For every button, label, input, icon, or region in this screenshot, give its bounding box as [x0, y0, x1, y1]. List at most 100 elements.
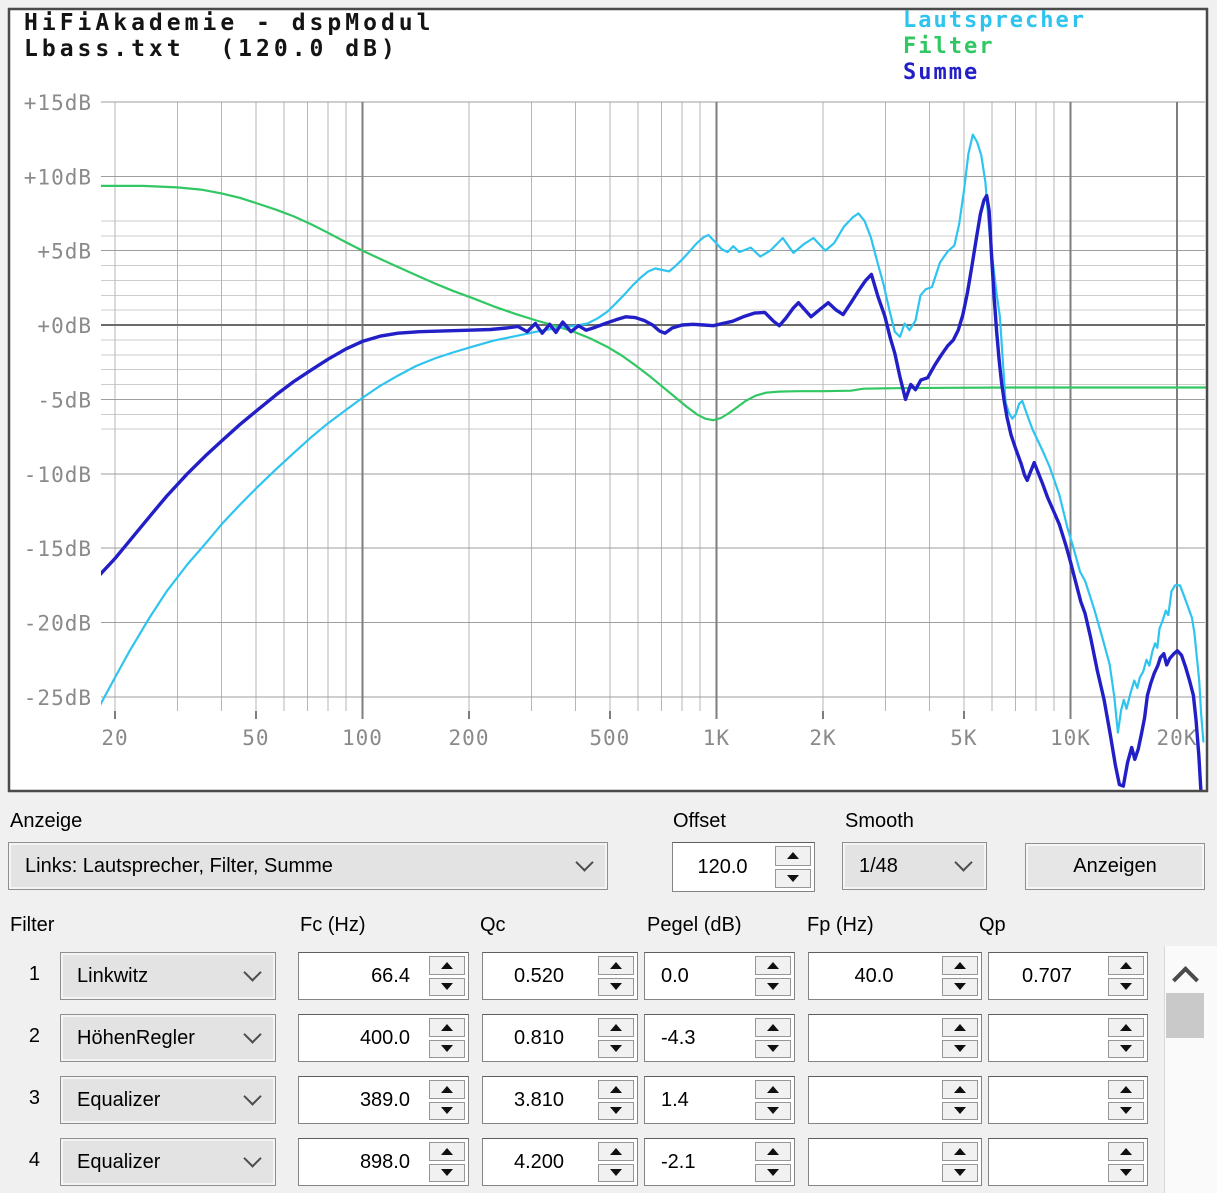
- spin-up-button[interactable]: [1108, 1142, 1144, 1161]
- spin-up-button[interactable]: [1108, 1080, 1144, 1099]
- filter-type-dropdown[interactable]: HöhenRegler: [60, 1014, 276, 1062]
- spinner-buttons: [1105, 953, 1147, 999]
- pegel-stepper[interactable]: -4.3: [644, 1014, 795, 1062]
- spin-down-button[interactable]: [1108, 1039, 1144, 1058]
- spin-up-button[interactable]: [755, 1142, 791, 1161]
- scrollbar-track[interactable]: [1164, 946, 1217, 1193]
- qp-stepper[interactable]: 0.707: [988, 952, 1148, 1000]
- arrow-up-icon: [441, 961, 453, 969]
- spin-up-button[interactable]: [1108, 1018, 1144, 1037]
- spin-up-button[interactable]: [755, 956, 791, 975]
- spin-up-button[interactable]: [942, 1018, 978, 1037]
- fp-stepper[interactable]: 40.0: [808, 952, 982, 1000]
- spin-up-button[interactable]: [942, 1142, 978, 1161]
- pegel-stepper[interactable]: -2.1: [644, 1138, 795, 1186]
- chevron-down-icon: [954, 853, 973, 872]
- qc-stepper[interactable]: 0.520: [482, 952, 638, 1000]
- fc-stepper[interactable]: 389.0: [298, 1076, 469, 1124]
- spin-down-button[interactable]: [1108, 1163, 1144, 1182]
- spin-down-button[interactable]: [429, 1101, 465, 1120]
- spin-up-button[interactable]: [755, 1018, 791, 1037]
- arrow-down-icon: [441, 983, 453, 991]
- qc-stepper[interactable]: 0.810: [482, 1014, 638, 1062]
- anzeigen-button[interactable]: Anzeigen: [1025, 843, 1205, 890]
- spin-down-button[interactable]: [598, 1163, 634, 1182]
- legend-summe: Summe: [903, 60, 980, 85]
- chart-panel: +15dB +10dB +5dB +0dB -5dB -10dB -15dB -20dB -25…: [7, 7, 1209, 793]
- spin-up-button[interactable]: [598, 1080, 634, 1099]
- x-axis-label: 2K: [809, 726, 836, 750]
- chevron-down-icon: [243, 1087, 262, 1106]
- spin-up-button[interactable]: [942, 1080, 978, 1099]
- chevron-down-icon: [243, 1149, 262, 1168]
- spin-up-button[interactable]: [942, 956, 978, 975]
- spinner-buttons: [752, 1077, 794, 1123]
- arrow-down-icon: [610, 983, 622, 991]
- spin-down-button[interactable]: [775, 868, 811, 888]
- curve-lautsprecher: [101, 133, 1205, 743]
- spin-up-button[interactable]: [598, 1142, 634, 1161]
- filter-row-number: 1: [28, 963, 40, 985]
- fp-stepper[interactable]: [808, 1014, 982, 1062]
- spin-down-button[interactable]: [755, 1163, 791, 1182]
- spin-down-button[interactable]: [1108, 977, 1144, 996]
- fc-stepper[interactable]: 400.0: [298, 1014, 469, 1062]
- pegel-stepper[interactable]: 1.4: [644, 1076, 795, 1124]
- qp-stepper[interactable]: [988, 1076, 1148, 1124]
- legend-filter: Filter: [903, 34, 995, 59]
- smooth-dropdown-value: 1/48: [859, 854, 898, 877]
- qc-value: 4.200: [513, 1150, 565, 1173]
- arrow-up-icon: [441, 1085, 453, 1093]
- spinner-buttons: [595, 1077, 637, 1123]
- scrollbar-thumb[interactable]: [1166, 993, 1204, 1038]
- smooth-dropdown[interactable]: 1/48: [842, 842, 987, 890]
- spin-down-button[interactable]: [942, 1101, 978, 1120]
- spin-up-button[interactable]: [429, 1080, 465, 1099]
- filter-type-value: HöhenRegler: [77, 1026, 195, 1049]
- arrow-up-icon: [610, 961, 622, 969]
- offset-stepper[interactable]: 120.0: [672, 842, 815, 892]
- qp-value: [989, 1077, 1105, 1123]
- anzeige-dropdown[interactable]: Links: Lautsprecher, Filter, Summe: [8, 842, 608, 890]
- spin-up-button[interactable]: [775, 846, 811, 866]
- spin-down-button[interactable]: [598, 977, 634, 996]
- spin-down-button[interactable]: [429, 1039, 465, 1058]
- qp-stepper[interactable]: [988, 1138, 1148, 1186]
- spin-down-button[interactable]: [755, 1101, 791, 1120]
- pegel-stepper[interactable]: 0.0: [644, 952, 795, 1000]
- spin-down-button[interactable]: [429, 1163, 465, 1182]
- spin-up-button[interactable]: [598, 1018, 634, 1037]
- qc-stepper[interactable]: 4.200: [482, 1138, 638, 1186]
- filter-type-dropdown[interactable]: Equalizer: [60, 1076, 276, 1124]
- fc-stepper[interactable]: 66.4: [298, 952, 469, 1000]
- x-axis-label: 200: [449, 726, 490, 750]
- arrow-up-icon: [954, 1023, 966, 1031]
- spin-up-button[interactable]: [429, 956, 465, 975]
- qp-value: [989, 1015, 1105, 1061]
- spin-up-button[interactable]: [429, 1018, 465, 1037]
- filter-row-number: 4: [28, 1149, 40, 1171]
- spin-up-button[interactable]: [1108, 956, 1144, 975]
- fp-stepper[interactable]: [808, 1076, 982, 1124]
- fc-stepper[interactable]: 898.0: [298, 1138, 469, 1186]
- pegel-value: -2.1: [661, 1150, 696, 1173]
- spin-down-button[interactable]: [598, 1101, 634, 1120]
- spin-down-button[interactable]: [942, 1039, 978, 1058]
- spin-down-button[interactable]: [942, 977, 978, 996]
- qc-stepper[interactable]: 3.810: [482, 1076, 638, 1124]
- spin-down-button[interactable]: [598, 1039, 634, 1058]
- spin-up-button[interactable]: [429, 1142, 465, 1161]
- spin-down-button[interactable]: [942, 1163, 978, 1182]
- arrow-down-icon: [441, 1045, 453, 1053]
- spin-down-button[interactable]: [429, 977, 465, 996]
- spin-up-button[interactable]: [755, 1080, 791, 1099]
- fp-value: [809, 1139, 939, 1185]
- spin-down-button[interactable]: [755, 1039, 791, 1058]
- filter-type-dropdown[interactable]: Equalizer: [60, 1138, 276, 1186]
- fp-stepper[interactable]: [808, 1138, 982, 1186]
- spin-down-button[interactable]: [1108, 1101, 1144, 1120]
- spin-down-button[interactable]: [755, 977, 791, 996]
- filter-type-dropdown[interactable]: Linkwitz: [60, 952, 276, 1000]
- qp-stepper[interactable]: [988, 1014, 1148, 1062]
- spin-up-button[interactable]: [598, 956, 634, 975]
